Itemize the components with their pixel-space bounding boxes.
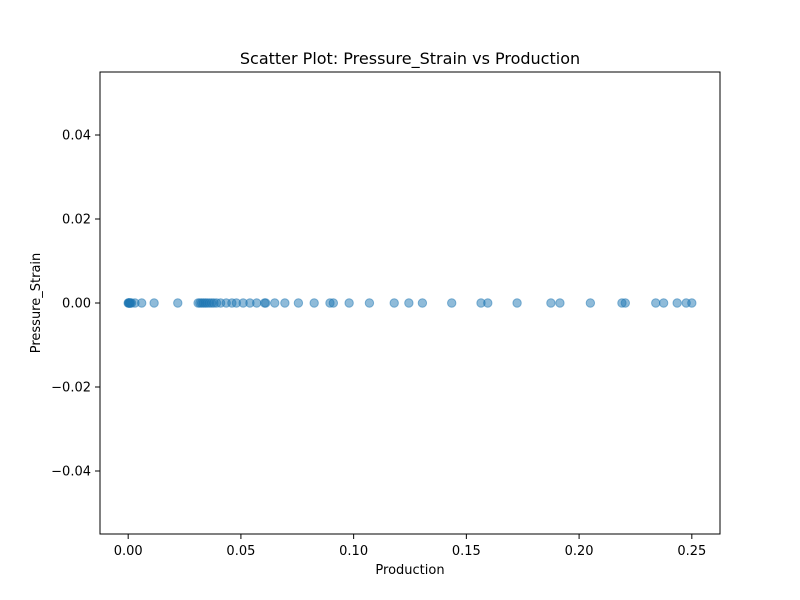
scatter-point <box>280 298 290 308</box>
scatter-point <box>404 298 414 308</box>
scatter-point <box>651 298 661 308</box>
y-tick-label: 0.00 <box>62 297 91 312</box>
scatter-point <box>149 298 159 308</box>
plot-frame <box>99 71 721 535</box>
x-axis-label: Production <box>375 563 444 578</box>
scatter-point <box>251 298 262 308</box>
scatter-point <box>512 298 522 308</box>
scatter-point <box>658 298 669 308</box>
scatter-point <box>328 298 339 308</box>
scatter-point <box>546 298 556 308</box>
scatter-point <box>483 298 493 308</box>
scatter-point <box>672 298 682 308</box>
x-tick-label: 0.25 <box>677 544 706 559</box>
scatter-point <box>293 298 304 308</box>
y-axis-label: Pressure_Strain <box>29 253 44 354</box>
x-tick-label: 0.05 <box>226 544 255 559</box>
chart-title: Scatter Plot: Pressure_Strain vs Product… <box>240 49 580 69</box>
x-tick-label: 0.20 <box>565 544 594 559</box>
x-tick-label: 0.10 <box>339 544 368 559</box>
y-tick-label: 0.02 <box>62 213 91 228</box>
scatter-point <box>417 298 428 308</box>
y-tick-label: 0.04 <box>62 129 91 144</box>
scatter-point <box>555 298 565 308</box>
scatter-point <box>447 298 457 308</box>
points-layer <box>123 298 697 308</box>
x-axis: 0.00 0.05 0.10 0.15 0.20 0.25 <box>114 534 706 559</box>
x-tick-label: 0.15 <box>452 544 481 559</box>
scatter-point <box>344 298 354 308</box>
scatter-point <box>364 298 375 308</box>
scatter-point <box>620 298 631 308</box>
y-axis: −0.04 −0.02 0.00 0.02 0.04 <box>51 129 100 480</box>
scatter-point <box>173 298 183 308</box>
scatter-point <box>687 298 697 308</box>
scatter-point <box>137 298 147 308</box>
scatter-point <box>389 298 399 308</box>
y-tick-label: −0.02 <box>51 381 91 396</box>
scatter-point <box>309 298 319 308</box>
y-tick-label: −0.04 <box>51 465 91 480</box>
scatter-point <box>585 298 596 308</box>
scatter-point <box>270 298 280 308</box>
x-tick-label: 0.00 <box>114 544 143 559</box>
scatter-point <box>261 298 271 308</box>
